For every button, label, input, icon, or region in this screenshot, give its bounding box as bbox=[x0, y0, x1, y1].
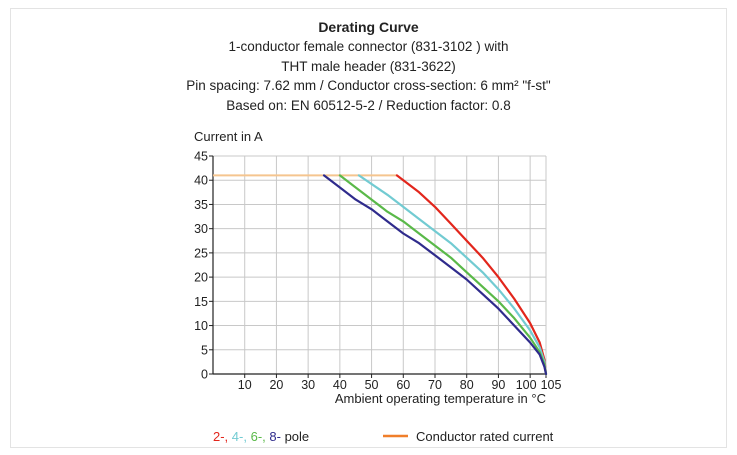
x-tick-label: 80 bbox=[460, 378, 474, 392]
legend-pole-4: 4-, bbox=[232, 429, 251, 444]
x-axis-label: Ambient operating temperature in °C bbox=[335, 391, 546, 406]
pole-legend: 2-, 4-, 6-, 8- pole bbox=[213, 429, 309, 444]
y-tick-label: 30 bbox=[194, 222, 208, 236]
legend-pole-2: 2-, bbox=[213, 429, 232, 444]
y-tick-label: 20 bbox=[194, 271, 208, 285]
subtitle-line-4: Based on: EN 60512-5-2 / Reduction facto… bbox=[226, 97, 511, 113]
legend-rated-label: Conductor rated current bbox=[416, 429, 554, 444]
x-tick-label: 40 bbox=[333, 378, 347, 392]
legend-pole-8: 8- bbox=[269, 429, 284, 444]
legend-pole-6: 6-, bbox=[251, 429, 270, 444]
series-line-4-pole bbox=[357, 174, 548, 376]
grid-lines bbox=[213, 155, 547, 374]
series-line-6-pole bbox=[338, 174, 548, 376]
x-tick-label: 20 bbox=[269, 378, 283, 392]
subtitle-line-1: 1-conductor female connector (831-3102 )… bbox=[228, 39, 509, 54]
axes bbox=[209, 155, 547, 378]
chart-frame bbox=[10, 8, 727, 448]
x-tick-label: 100 bbox=[516, 378, 537, 392]
y-tick-label: 15 bbox=[194, 295, 208, 309]
y-tick-label: 0 bbox=[201, 368, 208, 382]
legend-pole-suffix: pole bbox=[285, 429, 310, 444]
x-tick-label: 50 bbox=[365, 378, 379, 392]
subtitle-line-3: Pin spacing: 7.62 mm / Conductor cross-s… bbox=[186, 78, 551, 93]
y-tick-label: 40 bbox=[194, 174, 208, 188]
x-tick-label: 10 bbox=[238, 378, 252, 392]
subtitle-line-2: THT male header (831-3622) bbox=[281, 58, 456, 74]
x-tick-label: 90 bbox=[491, 378, 505, 392]
y-tick-label: 45 bbox=[194, 150, 208, 164]
legend: 2-, 4-, 6-, 8- pole Conductor rated curre… bbox=[213, 429, 554, 444]
series-line-8-pole bbox=[322, 174, 548, 376]
x-tick-label: 60 bbox=[396, 378, 410, 392]
y-tick-label: 25 bbox=[194, 246, 208, 260]
title-block: Derating Curve 1-conductor female connec… bbox=[0, 18, 737, 115]
x-tick-label: 70 bbox=[428, 378, 442, 392]
y-axis-label: Current in A bbox=[194, 129, 263, 144]
x-tick-label: 30 bbox=[301, 378, 315, 392]
y-tick-label: 35 bbox=[194, 198, 208, 212]
chart-title: Derating Curve bbox=[318, 19, 419, 35]
y-tick-label: 10 bbox=[194, 319, 208, 333]
series-line-2-pole bbox=[395, 174, 548, 376]
x-tick-label: 105 bbox=[541, 378, 562, 392]
y-tick-label: 5 bbox=[201, 343, 208, 357]
series-group bbox=[322, 174, 548, 376]
tick-labels: 0 5 10 15 20 25 30 35 40 45 10 20 30 40 50 60 70 80 90 100 1… bbox=[194, 150, 561, 393]
